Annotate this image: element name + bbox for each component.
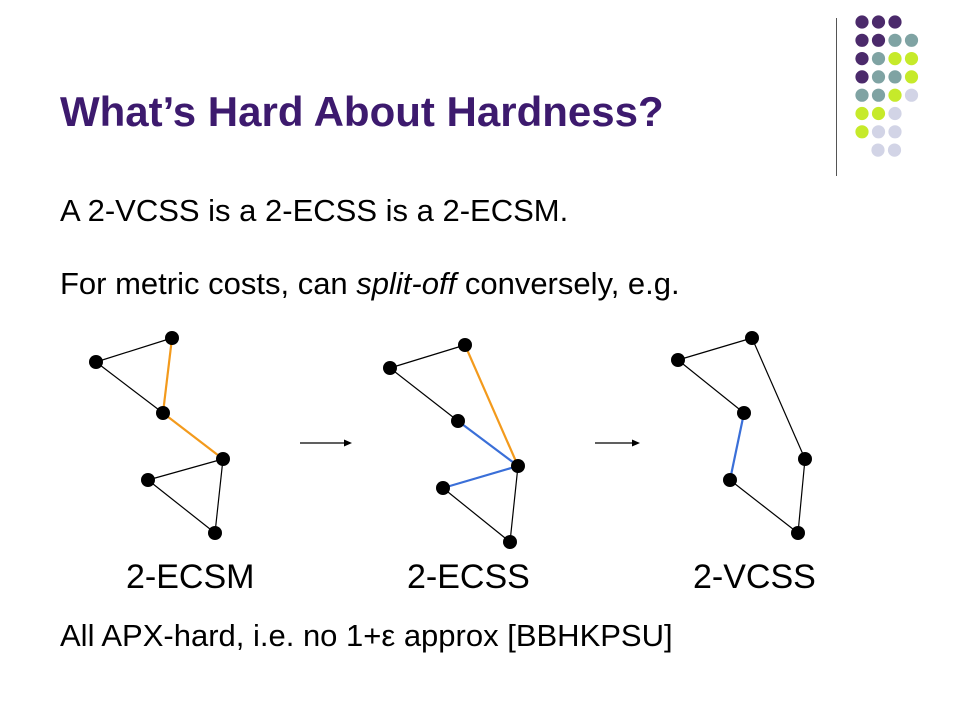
diagram-label-2-vcss: 2-VCSS bbox=[693, 558, 816, 596]
decorative-dot bbox=[904, 33, 919, 47]
decorative-dot bbox=[855, 70, 869, 84]
decorative-dot bbox=[888, 70, 902, 84]
2-ecsm-node-b bbox=[165, 331, 179, 345]
decorative-dot bbox=[855, 88, 869, 102]
2-vcss-node-d bbox=[798, 452, 812, 466]
2-ecss-edge-a-c bbox=[389, 367, 459, 422]
decorative-dot bbox=[871, 88, 886, 102]
2-vcss-node-e bbox=[723, 473, 737, 487]
2-ecss-edge-c-d bbox=[457, 420, 519, 467]
2-ecss-node-e bbox=[436, 481, 450, 495]
2-ecsm-node-d bbox=[216, 452, 230, 466]
decorative-dot bbox=[888, 15, 902, 29]
2-ecsm-edge-c-d bbox=[162, 412, 224, 460]
2-ecsm-node-a bbox=[89, 355, 103, 369]
split-off-text-after: conversely, e.g. bbox=[456, 266, 680, 301]
decorative-dot bbox=[855, 15, 869, 29]
2-ecsm-node-c bbox=[156, 406, 170, 420]
decorative-dot bbox=[871, 70, 886, 84]
decorative-dot bbox=[855, 33, 869, 47]
2-vcss-edge-e-f bbox=[729, 479, 799, 534]
diagram-label-2-ecss: 2-ECSS bbox=[407, 558, 530, 596]
2-ecsm-edge-e-f bbox=[147, 479, 216, 534]
decorative-dot bbox=[888, 125, 902, 139]
decorative-dot bbox=[855, 125, 869, 139]
decorative-dot bbox=[888, 52, 902, 66]
2-ecss-node-b bbox=[458, 338, 472, 352]
2-ecsm-edge-a-b bbox=[95, 337, 173, 363]
2-vcss-node-a bbox=[671, 353, 685, 367]
arrow-2-ecss-to-2-vcss-head bbox=[632, 439, 640, 447]
2-ecss-edge-e-d bbox=[442, 464, 519, 490]
decorative-dot bbox=[904, 88, 919, 102]
2-ecss-edge-d-f bbox=[509, 465, 519, 543]
2-ecsm-edge-b-c bbox=[161, 337, 174, 414]
decorative-dot bbox=[887, 143, 902, 157]
2-ecss-node-c bbox=[451, 414, 465, 428]
split-off-text-before: For metric costs, can bbox=[60, 266, 357, 301]
decorative-dot bbox=[871, 52, 886, 66]
2-vcss-edge-b-d bbox=[751, 337, 806, 460]
2-ecsm-edge-a-c bbox=[95, 361, 164, 414]
split-off-line: For metric costs, can split-off converse… bbox=[60, 266, 680, 302]
arrow-2-ecsm-to-2-ecss-head bbox=[344, 439, 352, 447]
2-ecss-node-f bbox=[503, 535, 517, 549]
decorative-dot bbox=[904, 70, 919, 84]
2-ecss-node-a bbox=[383, 361, 397, 375]
2-vcss-node-b bbox=[745, 331, 759, 345]
2-vcss-edge-c-e bbox=[728, 412, 746, 481]
decorative-dot bbox=[871, 143, 885, 157]
statement-line: A 2-VCSS is a 2-ECSS is a 2-ECSM. bbox=[60, 193, 569, 228]
diagram-label-2-ecsm: 2-ECSM bbox=[126, 558, 255, 596]
2-vcss-edge-d-f bbox=[797, 458, 806, 534]
2-ecsm-edge-d-f bbox=[214, 458, 224, 534]
2-ecss-edge-a-b bbox=[389, 344, 466, 369]
slide-title: What’s Hard About Hardness? bbox=[60, 88, 664, 135]
decorative-dot bbox=[871, 106, 886, 121]
2-ecsm-edge-e-d bbox=[147, 458, 224, 481]
2-vcss-edge-a-c bbox=[677, 359, 745, 414]
decorative-dot bbox=[871, 15, 886, 29]
2-ecss-node-d bbox=[511, 459, 525, 473]
2-vcss-node-c bbox=[737, 406, 751, 420]
apx-hard-line: All APX-hard, i.e. no 1+ε approx [BBHKPS… bbox=[60, 618, 673, 653]
2-ecsm-node-f bbox=[208, 526, 222, 540]
decorative-dot bbox=[855, 52, 869, 66]
decorative-dot bbox=[888, 106, 902, 121]
decorative-divider bbox=[836, 18, 837, 176]
split-off-term: split-off bbox=[356, 266, 457, 301]
decorative-dot bbox=[888, 88, 902, 102]
2-ecsm-node-e bbox=[141, 473, 155, 487]
2-vcss-edge-a-b bbox=[677, 337, 753, 361]
decorative-dot bbox=[855, 106, 869, 121]
2-vcss-node-f bbox=[791, 526, 805, 540]
decorative-dot bbox=[871, 33, 886, 47]
decorative-dot bbox=[888, 33, 902, 47]
decorative-dot bbox=[904, 52, 919, 66]
2-ecss-edge-e-f bbox=[442, 487, 511, 543]
decorative-dot bbox=[871, 125, 886, 139]
2-ecss-edge-b-d bbox=[463, 344, 520, 467]
